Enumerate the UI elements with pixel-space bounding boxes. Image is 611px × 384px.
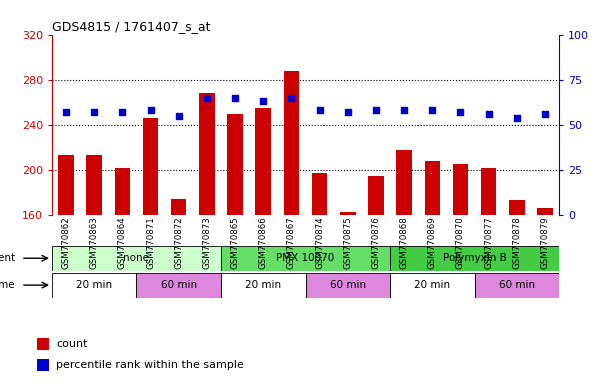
Point — [540, 111, 550, 117]
Bar — [143, 118, 158, 215]
Point — [484, 111, 494, 117]
Bar — [340, 212, 356, 215]
Text: GSM770864: GSM770864 — [118, 217, 127, 269]
Point — [174, 113, 184, 119]
Text: GDS4815 / 1761407_s_at: GDS4815 / 1761407_s_at — [52, 20, 210, 33]
Bar — [37, 359, 49, 371]
Text: GSM770878: GSM770878 — [512, 217, 521, 269]
Bar — [86, 155, 102, 215]
Text: GSM770865: GSM770865 — [230, 217, 240, 269]
Text: GSM770872: GSM770872 — [174, 217, 183, 269]
Point — [258, 98, 268, 104]
Bar — [537, 208, 553, 215]
Point — [230, 95, 240, 101]
Text: GSM770863: GSM770863 — [90, 217, 99, 269]
Bar — [221, 246, 390, 271]
Bar — [52, 246, 221, 271]
Text: GSM770875: GSM770875 — [343, 217, 353, 269]
Bar — [390, 246, 559, 271]
Bar — [199, 93, 214, 215]
Text: 60 min: 60 min — [330, 280, 366, 290]
Bar — [475, 273, 559, 298]
Point — [343, 109, 353, 115]
Bar — [227, 114, 243, 215]
Bar — [171, 199, 186, 215]
Point — [89, 109, 99, 115]
Point — [399, 107, 409, 113]
Text: count: count — [56, 339, 87, 349]
Text: GSM770866: GSM770866 — [258, 217, 268, 269]
Point — [456, 109, 466, 115]
Bar — [306, 273, 390, 298]
Bar — [284, 71, 299, 215]
Text: GSM770874: GSM770874 — [315, 217, 324, 269]
Bar — [221, 273, 306, 298]
Text: GSM770867: GSM770867 — [287, 217, 296, 269]
Point — [512, 114, 522, 121]
Point — [371, 107, 381, 113]
Bar — [368, 175, 384, 215]
Text: agent: agent — [0, 253, 15, 263]
Text: GSM770870: GSM770870 — [456, 217, 465, 269]
Text: GSM770879: GSM770879 — [541, 217, 549, 269]
Point — [61, 109, 71, 115]
Text: GSM770871: GSM770871 — [146, 217, 155, 269]
Text: PMX 10070: PMX 10070 — [276, 253, 335, 263]
Bar — [425, 161, 440, 215]
Bar — [509, 200, 525, 215]
Bar — [58, 155, 74, 215]
Bar — [481, 168, 496, 215]
Text: none: none — [123, 253, 150, 263]
Bar — [136, 273, 221, 298]
Text: time: time — [0, 280, 15, 290]
Text: GSM770876: GSM770876 — [371, 217, 381, 269]
Text: GSM770873: GSM770873 — [202, 217, 211, 269]
Text: percentile rank within the sample: percentile rank within the sample — [56, 360, 244, 370]
Point — [202, 95, 212, 101]
Text: Polymyxin B: Polymyxin B — [442, 253, 507, 263]
Bar — [37, 338, 49, 350]
Point — [145, 107, 155, 113]
Bar — [312, 173, 327, 215]
Bar — [397, 150, 412, 215]
Point — [287, 95, 296, 101]
Text: 60 min: 60 min — [161, 280, 197, 290]
Text: 20 min: 20 min — [76, 280, 112, 290]
Point — [117, 109, 127, 115]
Bar — [453, 164, 468, 215]
Text: 60 min: 60 min — [499, 280, 535, 290]
Text: GSM770868: GSM770868 — [400, 217, 409, 269]
Point — [428, 107, 437, 113]
Text: GSM770862: GSM770862 — [62, 217, 70, 269]
Text: GSM770877: GSM770877 — [484, 217, 493, 269]
Text: GSM770869: GSM770869 — [428, 217, 437, 269]
Bar — [115, 168, 130, 215]
Bar — [390, 273, 475, 298]
Point — [315, 107, 324, 113]
Bar — [52, 273, 136, 298]
Bar — [255, 108, 271, 215]
Text: 20 min: 20 min — [414, 280, 450, 290]
Text: 20 min: 20 min — [245, 280, 281, 290]
